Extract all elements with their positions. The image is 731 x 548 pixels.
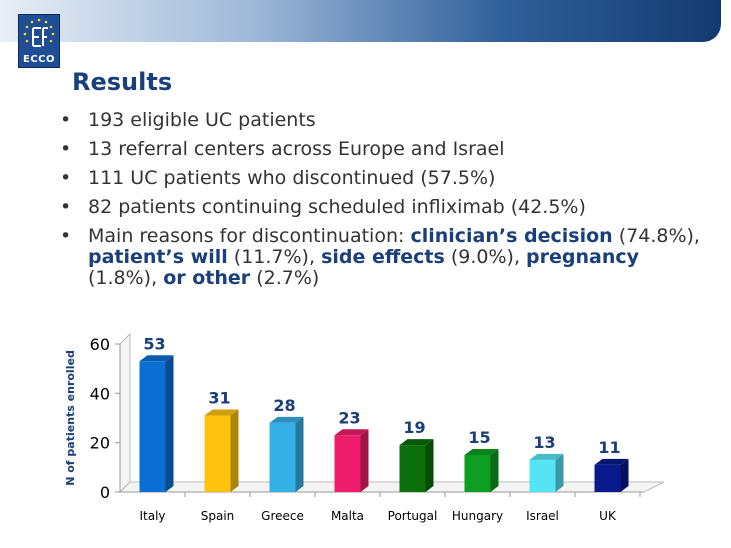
reason-other-value: (2.7%)	[250, 267, 320, 289]
bar-side	[425, 439, 434, 492]
bullet-eligible: • 193 eligible UC patients	[58, 110, 708, 131]
floor-plane	[118, 481, 665, 493]
slide-title: Results	[72, 68, 173, 96]
ecco-logo: ECCO	[18, 14, 60, 68]
bar-top	[269, 416, 304, 423]
bullet-dot-icon: •	[60, 196, 72, 218]
data-label: 15	[468, 428, 490, 447]
bullet-dot-icon: •	[60, 138, 72, 160]
bar	[334, 435, 361, 492]
bar	[139, 361, 166, 492]
x-tick-label: Portugal	[388, 509, 438, 523]
x-tick-label: Israel	[526, 509, 559, 523]
bullet-text: 82 patients continuing scheduled inflixi…	[88, 196, 586, 218]
y-axis-title: N of patients enrolled	[64, 350, 77, 486]
reason-pregnancy-label: pregnancy	[526, 246, 640, 268]
bar-top	[139, 355, 174, 362]
star-ring-icon	[23, 18, 55, 47]
bar-side	[620, 458, 629, 492]
y-tick-label: 0	[100, 483, 110, 502]
data-label: 23	[338, 408, 360, 427]
reason-clinician-label: clinician’s decision	[410, 225, 613, 247]
bar	[594, 464, 621, 492]
bar-side	[165, 355, 174, 492]
data-label: 31	[208, 389, 230, 408]
reason-pregnancy-value: (1.8%),	[88, 267, 164, 289]
bar-top	[399, 439, 434, 446]
bar-top	[529, 453, 564, 460]
bullet-dot-icon: •	[60, 225, 72, 247]
x-tick-label: Spain	[201, 509, 235, 523]
bar	[529, 459, 556, 492]
x-tick-label: Greece	[261, 509, 304, 523]
results-list: • 193 eligible UC patients • 13 referral c…	[58, 110, 708, 297]
reason-other-label: or other	[163, 267, 251, 289]
side-wall	[119, 332, 131, 494]
bar-side	[295, 416, 304, 492]
bullet-text: 193 eligible UC patients	[88, 109, 316, 131]
enrollment-bar-chart: 0 20 40 60 N of patients enrolled 53 Italy 31 Sp…	[64, 332, 665, 523]
x-tick-label: Hungary	[452, 509, 503, 523]
y-tick-label: 60	[90, 335, 110, 354]
x-tick-label: Malta	[331, 509, 364, 523]
bar-top	[334, 429, 369, 436]
data-label: 53	[143, 334, 165, 353]
x-tick-label: UK	[599, 509, 617, 523]
bar	[204, 415, 231, 492]
bar-top	[594, 458, 629, 465]
header-bar	[0, 0, 721, 42]
reason-patient-label: patient’s will	[88, 246, 228, 268]
bullet-discontinued: • 111 UC patients who discontinued (57.5%…	[58, 168, 708, 189]
bullet-continuing: • 82 patients continuing scheduled inflix…	[58, 197, 708, 218]
logo-text: ECCO	[22, 54, 55, 65]
reason-side-effects-label: side effects	[321, 246, 445, 268]
bar-side	[555, 453, 564, 492]
bar-side	[490, 449, 499, 492]
bullet-centers: • 13 referral centers across Europe and I…	[58, 139, 708, 160]
reason-clinician-value: (74.8%),	[612, 225, 700, 247]
bar-top	[204, 409, 239, 416]
bar	[464, 455, 491, 492]
bar-side	[230, 409, 239, 492]
bullet-dot-icon: •	[60, 167, 72, 189]
bar	[399, 445, 426, 492]
bullet-reasons: • Main reasons for discontinuation: clini…	[58, 226, 708, 289]
bullet-text: 13 referral centers across Europe and Is…	[88, 138, 505, 160]
x-tick-label: Italy	[139, 509, 165, 523]
data-label: 28	[273, 396, 295, 415]
y-tick-label: 40	[90, 384, 110, 403]
bar-side	[360, 429, 369, 492]
bar-top	[464, 449, 499, 455]
reason-patient-value: (11.7%),	[227, 246, 322, 268]
bar	[269, 422, 296, 492]
bullet-dot-icon: •	[60, 109, 72, 131]
data-label: 11	[598, 438, 620, 457]
reason-side-effects-value: (9.0%),	[444, 246, 527, 268]
data-label: 19	[403, 418, 425, 437]
reasons-intro: Main reasons for discontinuation:	[88, 225, 411, 247]
data-label: 13	[533, 433, 555, 452]
bullet-text: 111 UC patients who discontinued (57.5%)	[88, 167, 496, 189]
y-tick-label: 20	[90, 434, 110, 453]
